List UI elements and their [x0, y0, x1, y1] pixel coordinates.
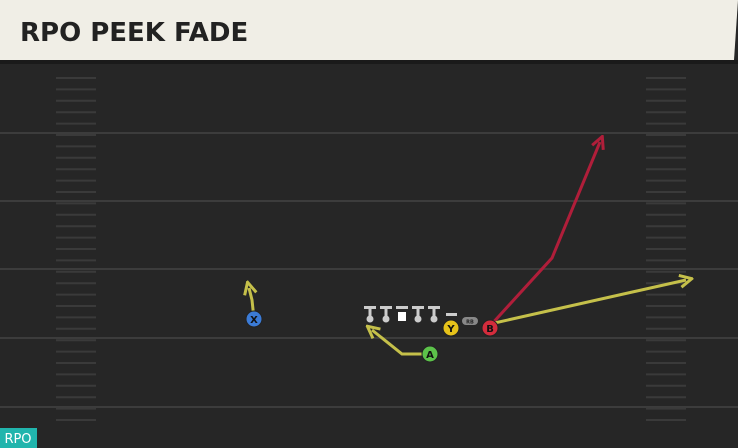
center	[398, 312, 406, 321]
rpo-tag	[0, 428, 37, 448]
lineman	[382, 315, 390, 323]
lineman-block	[412, 306, 424, 309]
player-label: B	[486, 324, 494, 335]
player-b	[481, 319, 499, 337]
lineman-block	[428, 306, 440, 309]
lineman-stem	[416, 309, 420, 317]
title: RPO PEEK FADE	[20, 18, 248, 48]
lineman-stem	[432, 309, 436, 317]
route-b-rpo	[489, 280, 686, 326]
route-b-fade	[488, 142, 600, 328]
player-label: A	[426, 350, 434, 361]
title-shadow	[0, 60, 738, 64]
lineman-block	[396, 306, 408, 309]
yard-lines	[0, 132, 738, 408]
rpo-tag-text: RPO	[4, 432, 31, 447]
lineman	[430, 315, 438, 323]
title-bar	[0, 0, 738, 60]
player-y	[442, 319, 460, 337]
offensive-line	[364, 306, 457, 323]
hash-marks	[56, 77, 686, 421]
player-label: X	[250, 315, 258, 326]
lineman-block	[364, 306, 376, 309]
player-label: Y	[446, 324, 455, 335]
player-a	[421, 345, 439, 363]
rb-tag	[462, 317, 478, 325]
lineman-stem	[368, 309, 372, 317]
player-x	[245, 310, 263, 328]
route-a	[372, 330, 430, 356]
lineman	[366, 315, 374, 323]
lineman	[414, 315, 422, 323]
lineman-stem	[384, 309, 388, 317]
lineman-block	[380, 306, 392, 309]
te-block	[446, 313, 457, 316]
player-label: RB	[466, 320, 474, 326]
